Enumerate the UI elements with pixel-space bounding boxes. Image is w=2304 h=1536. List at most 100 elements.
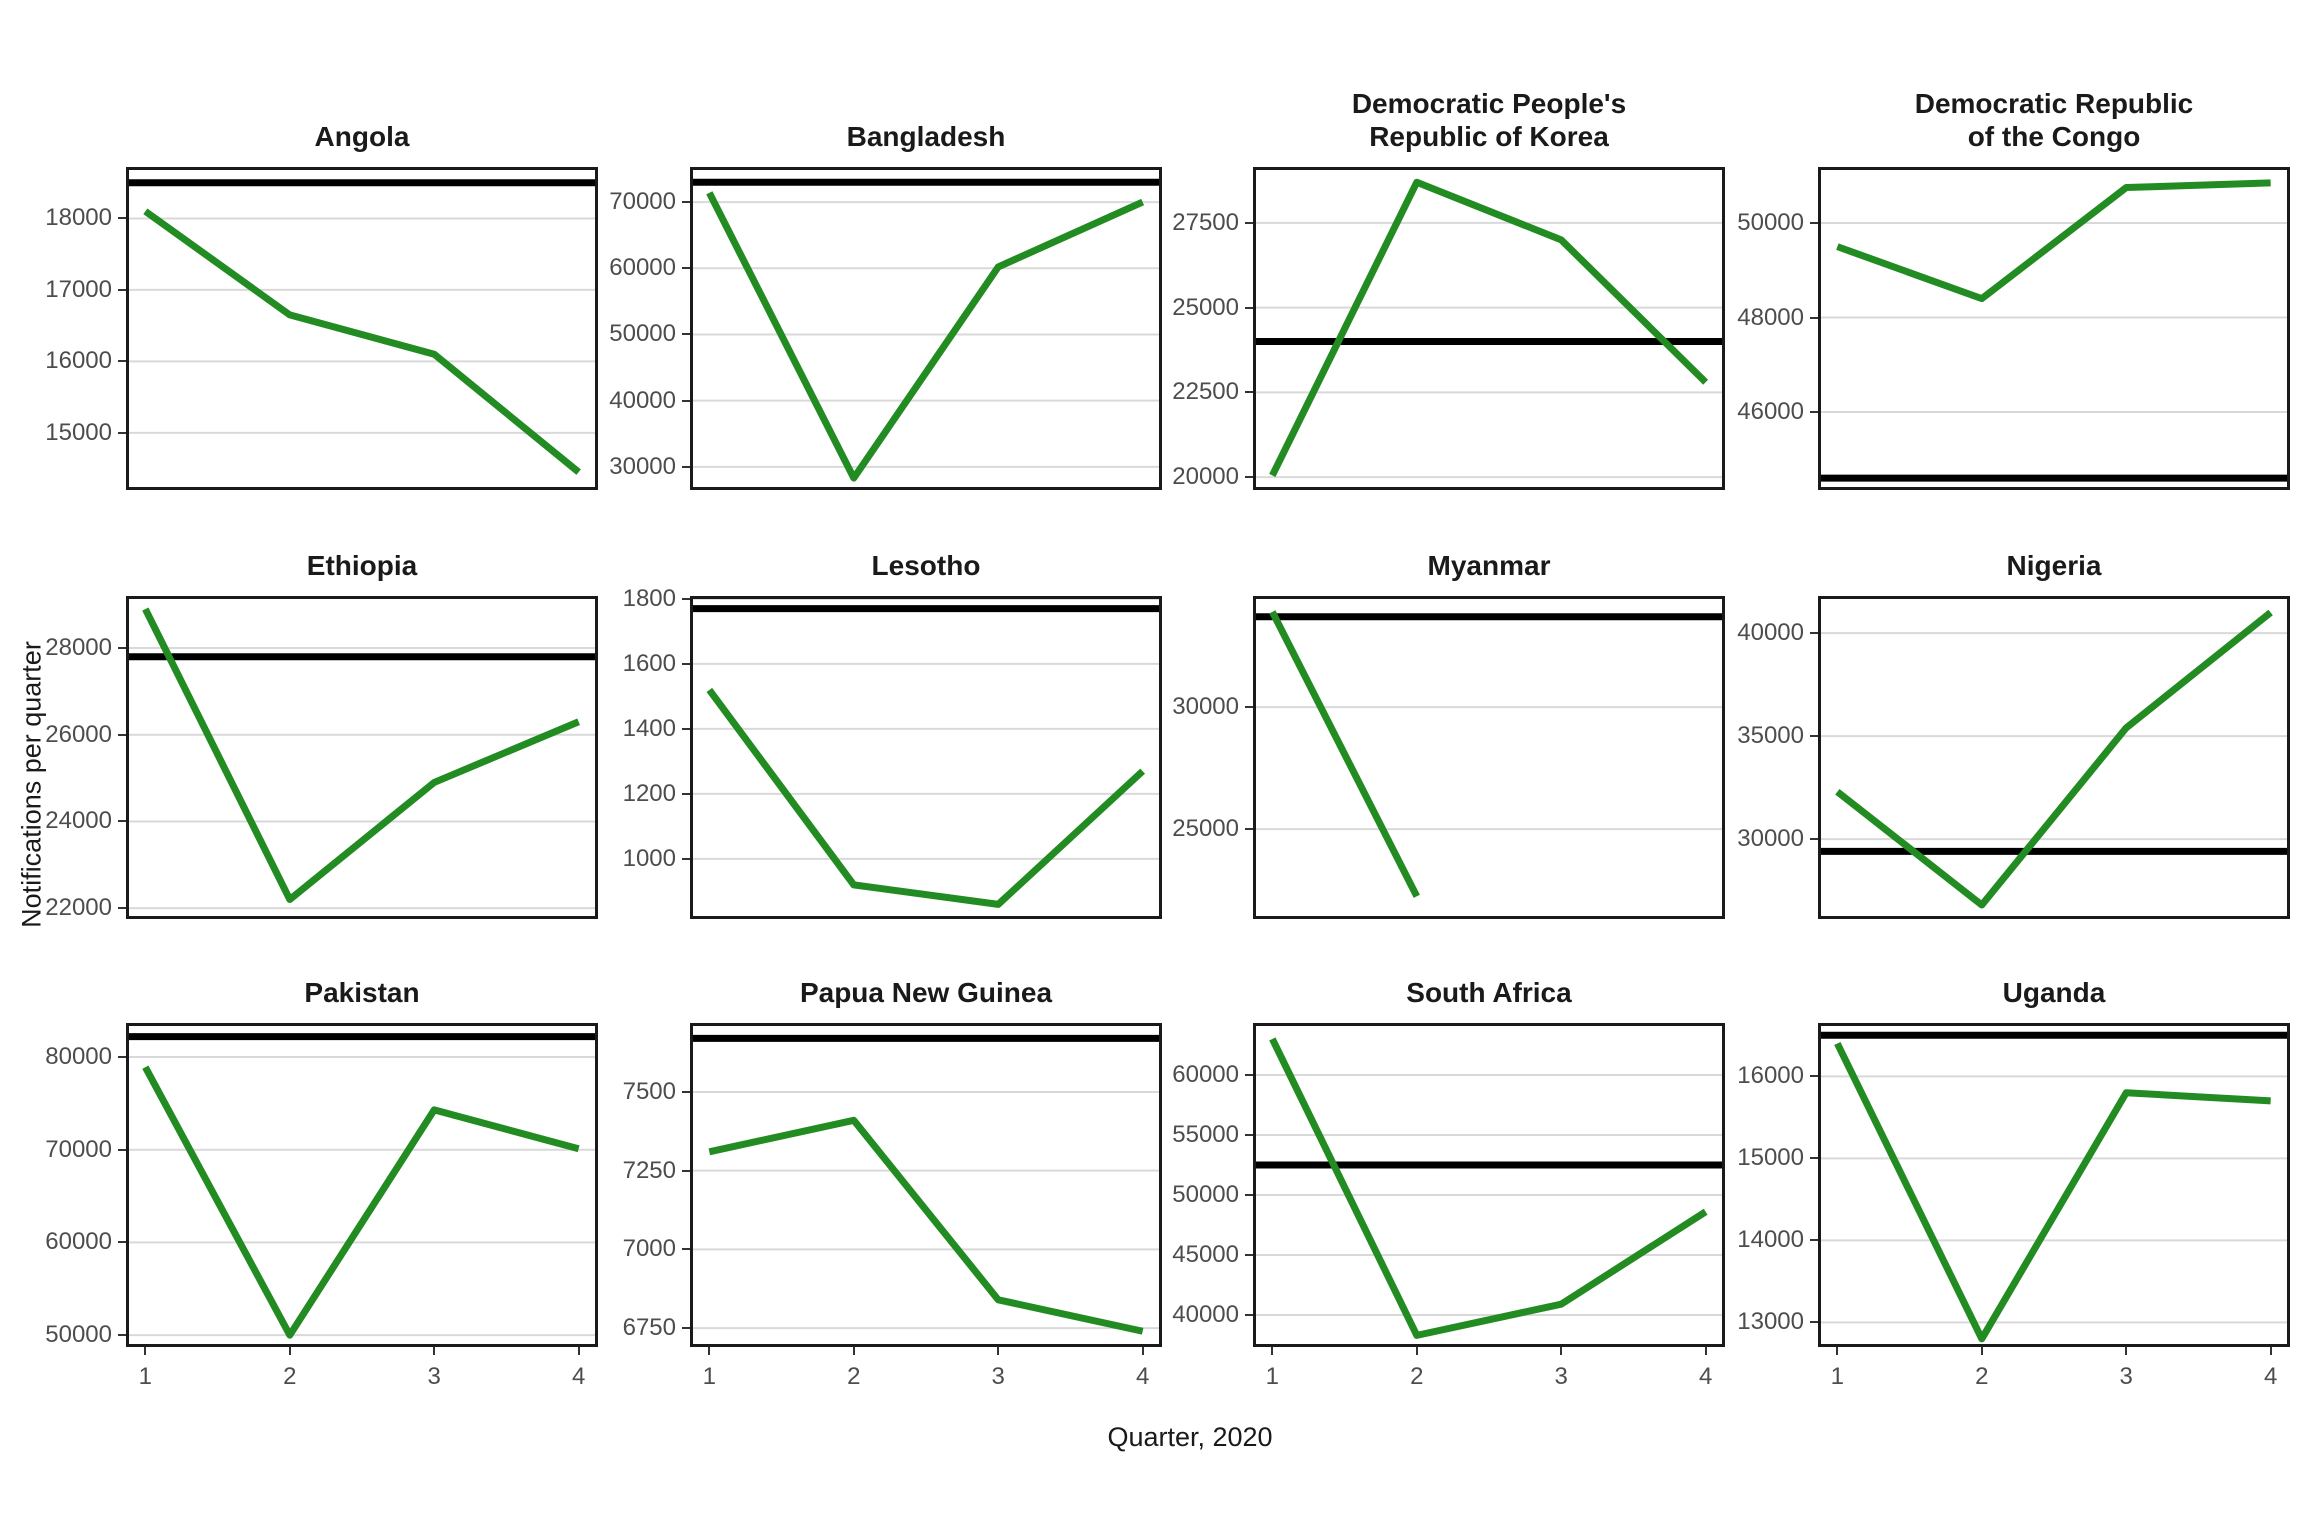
y-tick-label: 26000 [45,720,112,748]
x-tick-mark [1560,1347,1563,1355]
x-tick-label: 1 [1830,1363,1845,1390]
y-tick-mark [118,1148,126,1151]
y-axis-title: Notifications per quarter [16,641,47,928]
y-tick-mark [682,399,690,402]
series-line [1835,609,2273,909]
y-tick-label: 1200 [622,779,676,807]
y-tick-mark [118,647,126,650]
panel-plot-lesotho [690,596,1162,919]
y-tick-mark [1810,1157,1818,1160]
series-line [1836,179,2271,303]
y-tick-label: 30000 [609,452,676,480]
series-line [1269,178,1709,477]
y-tick-label: 13000 [1737,1308,1804,1336]
y-tick-mark [1245,1313,1253,1316]
y-tick-label: 25000 [1172,815,1239,843]
panel-title: Lesotho [871,550,981,581]
y-tick-mark [118,288,126,291]
x-tick-label: 4 [2263,1363,2278,1390]
x-tick-mark [577,1347,580,1355]
y-tick-label: 48000 [1737,303,1804,331]
x-tick-mark [1271,1347,1274,1355]
y-tick-mark [682,267,690,270]
y-tick-mark [1810,1321,1818,1324]
x-tick-label: 2 [1410,1363,1424,1390]
panel-frame [126,596,598,919]
y-tick-mark [1810,632,1818,635]
y-tick-label: 50000 [1737,208,1804,236]
y-tick-label: 35000 [1737,722,1804,750]
y-tick-mark [682,1090,690,1093]
y-tick-label: 55000 [1172,1120,1239,1148]
y-tick-label: 15000 [45,418,112,446]
y-tick-label: 17000 [45,275,112,303]
y-tick-mark [1245,221,1253,224]
y-tick-mark [1810,1239,1818,1242]
panel-frame [690,167,1162,490]
series-line [1269,1037,1708,1339]
y-tick-label: 27500 [1172,208,1239,236]
y-tick-mark [682,333,690,336]
series-line [708,1116,1144,1335]
y-tick-mark [1245,706,1253,709]
panel-title: Uganda [2002,977,2106,1008]
panel-title: Angola [314,121,410,152]
y-tick-mark [682,1248,690,1251]
y-tick-label: 70000 [45,1135,112,1163]
y-tick-label: 46000 [1737,398,1804,426]
series-line [706,687,1146,908]
x-tick-mark [144,1347,147,1355]
x-tick-mark [997,1347,1000,1355]
x-tick-mark [1141,1347,1144,1355]
x-tick-label: 4 [1698,1363,1713,1390]
x-tick-mark [288,1347,291,1355]
y-tick-label: 16000 [45,347,112,375]
y-tick-label: 22000 [45,894,112,922]
series-line [706,191,1145,482]
panel-frame [690,1023,1162,1347]
panel-plot-ethiopia [126,596,598,919]
panel-title: Nigeria [2006,550,2102,581]
x-axis-title: Quarter, 2020 [1107,1422,1273,1452]
panel-title: Papua New Guinea [799,977,1053,1008]
panel-frame [1818,1023,2290,1347]
panel-title: South Africa [1406,977,1572,1008]
y-tick-mark [682,597,690,600]
y-tick-label: 15000 [1737,1144,1804,1172]
y-tick-label: 40000 [609,386,676,414]
y-tick-mark [118,1241,126,1244]
panel-plot-south-africa [1253,1023,1725,1347]
y-tick-mark [1245,1133,1253,1136]
y-tick-mark [1810,1075,1818,1078]
y-tick-label: 1400 [622,714,676,742]
x-tick-mark [708,1347,711,1355]
y-tick-mark [1245,306,1253,309]
y-tick-mark [1810,735,1818,738]
panel-frame [1253,1023,1725,1347]
panel-frame [1818,167,2290,490]
y-tick-label: 40000 [1172,1300,1239,1328]
y-tick-label: 50000 [1172,1180,1239,1208]
y-tick-mark [682,792,690,795]
x-tick-label: 2 [283,1363,297,1390]
x-tick-label: 1 [1265,1363,1280,1390]
y-tick-mark [1810,221,1818,224]
y-tick-mark [118,1056,126,1059]
x-tick-label: 2 [1975,1363,1989,1390]
y-tick-label: 18000 [45,204,112,232]
series-line [1834,1041,2271,1343]
y-tick-mark [1245,828,1253,831]
y-tick-mark [118,1334,126,1337]
y-tick-label: 70000 [609,188,676,216]
panel-title: Democratic Republic of the Congo [1914,88,2194,152]
y-tick-mark [682,727,690,730]
x-tick-mark [2269,1347,2272,1355]
y-tick-label: 14000 [1737,1226,1804,1254]
y-tick-mark [118,217,126,220]
y-tick-mark [1810,838,1818,841]
y-tick-label: 30000 [1172,693,1239,721]
y-tick-mark [682,465,690,468]
y-tick-label: 16000 [1737,1062,1804,1090]
x-tick-label: 3 [2119,1363,2133,1390]
